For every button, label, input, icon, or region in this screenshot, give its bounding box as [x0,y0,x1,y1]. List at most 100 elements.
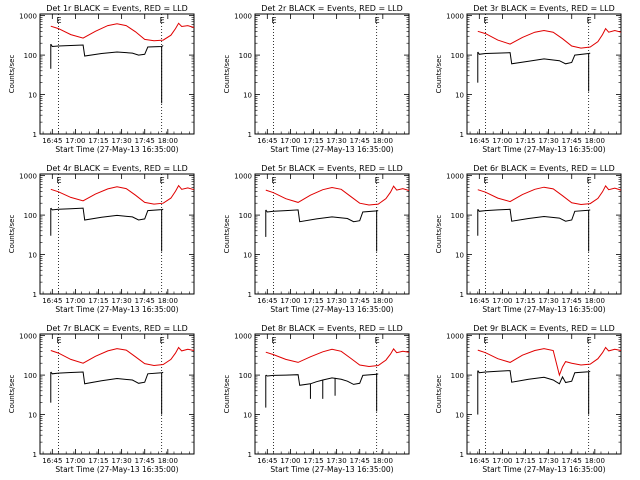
y-tick-label: 10 [455,252,464,260]
y-axis-label: Counts/sec [8,215,16,254]
x-tick-label: 16:45 [257,457,277,465]
panel-title: Det 6r BLACK = Events, RED = LLD [473,164,615,173]
plot-frame [254,173,410,295]
edge-marker: E [271,176,276,185]
x-tick-label: 17:45 [350,137,370,145]
edge-marker: E [271,16,276,25]
y-tick-label: 10 [243,92,252,100]
y-axis-label: Counts/sec [223,375,231,414]
x-axis-label: Start Time (27-May-13 16:35:00) [55,465,178,474]
x-tick-label: 17:30 [327,297,347,305]
events-series-line [50,207,164,221]
y-tick-label: 1000 [19,333,37,341]
x-tick-label: 17:30 [112,457,132,465]
edge-marker: E [271,336,276,345]
x-axis-label: Start Time (27-May-13 16:35:00) [55,305,178,314]
detector-panel-2: Det 2r BLACK = Events, RED = LLD 1 10 100 10… [223,4,410,154]
y-tick-label: 1000 [19,173,37,181]
edge-marker: E [587,336,592,345]
edge-marker: E [375,16,380,25]
lld-series-line [265,185,410,206]
x-axis-label: Start Time (27-May-13 16:35:00) [55,145,178,154]
plot-frame [466,333,622,455]
plot-frame [466,13,622,135]
x-tick-label: 17:45 [562,297,582,305]
x-tick-label: 18:00 [585,297,605,305]
detector-panel-3: Det 3r BLACK = Events, RED = LLD 1 10 100 10… [435,4,622,154]
x-tick-label: 18:00 [585,137,605,145]
x-tick-label: 16:45 [469,457,489,465]
y-tick-label: 100 [24,212,37,220]
y-tick-label: 1 [460,131,464,139]
edge-marker: E [483,336,488,345]
x-axis-label: Start Time (27-May-13 16:35:00) [482,305,605,314]
x-axis-label: Start Time (27-May-13 16:35:00) [270,305,393,314]
y-tick-label: 10 [455,412,464,420]
y-tick-label: 1000 [234,173,252,181]
detector-panel-1: Det 1r BLACK = Events, RED = LLD 1 10 100 10… [8,4,195,154]
x-tick-label: 16:45 [257,137,277,145]
y-axis-label: Counts/sec [8,55,16,94]
y-axis-label: Counts/sec [435,215,443,254]
x-tick-label: 17:45 [135,457,155,465]
y-tick-label: 1 [248,291,252,299]
panel-title: Det 2r BLACK = Events, RED = LLD [261,4,403,13]
plot-frame [39,173,195,295]
panel-title: Det 7r BLACK = Events, RED = LLD [46,324,188,333]
events-series-line [50,371,164,385]
edge-marker: E [483,16,488,25]
x-tick-label: 18:00 [158,457,178,465]
y-tick-label: 1 [33,131,37,139]
detector-panel-7: Det 7r BLACK = Events, RED = LLD 1 10 100 10… [8,324,195,474]
x-tick-label: 17:15 [88,457,108,465]
x-tick-label: 17:00 [492,457,512,465]
lld-series-line [265,348,410,368]
x-axis-label: Start Time (27-May-13 16:35:00) [270,465,393,474]
lld-series-line [477,184,622,206]
y-tick-label: 1000 [234,13,252,21]
edge-marker: E [587,176,592,185]
edge-marker: E [587,16,592,25]
x-tick-label: 17:15 [303,457,323,465]
x-tick-label: 17:00 [280,137,300,145]
y-tick-label: 10 [28,92,37,100]
y-tick-label: 1000 [446,13,464,21]
plot-frame [254,333,410,455]
x-tick-label: 16:45 [42,297,62,305]
y-axis-label: Counts/sec [435,375,443,414]
x-tick-label: 16:45 [469,137,489,145]
plot-frame [39,333,195,455]
x-tick-label: 17:45 [350,457,370,465]
edge-marker: E [160,336,165,345]
y-tick-label: 10 [28,412,37,420]
detector-panel-4: Det 4r BLACK = Events, RED = LLD 1 10 100 10… [8,164,195,314]
plot-frame [39,13,195,135]
y-tick-label: 1 [248,451,252,459]
events-series-line [477,51,591,65]
x-tick-label: 17:45 [135,297,155,305]
y-axis-label: Counts/sec [223,215,231,254]
x-tick-label: 16:45 [42,457,62,465]
y-tick-label: 1 [460,291,464,299]
edge-marker: E [56,176,61,185]
plot-frame [254,13,410,135]
y-tick-label: 1 [460,451,464,459]
x-tick-label: 17:00 [65,457,85,465]
detector-panel-8: Det 8r BLACK = Events, RED = LLD 1 10 100 10… [223,324,410,474]
y-tick-label: 100 [451,52,464,60]
y-axis-label: Counts/sec [435,55,443,94]
x-tick-label: 18:00 [585,457,605,465]
x-tick-label: 17:30 [539,297,559,305]
edge-marker: E [375,176,380,185]
y-tick-label: 1 [248,131,252,139]
x-tick-label: 17:00 [280,297,300,305]
x-tick-label: 17:30 [112,297,132,305]
x-tick-label: 17:30 [327,457,347,465]
y-tick-label: 1000 [446,173,464,181]
edge-marker: E [56,16,61,25]
x-axis-label: Start Time (27-May-13 16:35:00) [482,465,605,474]
y-tick-label: 100 [24,372,37,380]
plot-frame [466,173,622,295]
edge-marker: E [160,176,165,185]
